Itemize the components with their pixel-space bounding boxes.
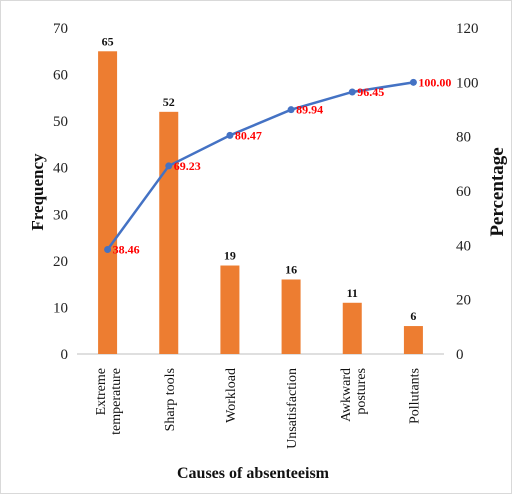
bar-value-label: 65 [102, 34, 114, 48]
category-label-line: Unsatisfaction [285, 368, 300, 449]
line-point [348, 88, 356, 96]
y2-tick-label: 20 [456, 293, 471, 309]
bar [403, 326, 423, 354]
y-tick-label: 10 [53, 300, 68, 316]
line-point [104, 246, 112, 254]
percentage-label: 100.00 [418, 75, 451, 89]
cumulative-line [106, 81, 414, 251]
category-label: Sharp tools [163, 368, 178, 431]
category-label-line: Workload [224, 368, 239, 423]
bar-value-label: 19 [224, 249, 236, 263]
percentage-label: 38.46 [113, 243, 140, 257]
category-label-line: Extreme [94, 368, 109, 415]
y2-tick-label: 40 [456, 238, 471, 254]
category-label-line: Pollutants [407, 368, 422, 424]
bar-value-label: 52 [163, 95, 175, 109]
category-label-line: temperature [109, 368, 124, 435]
y-tick-label: 30 [53, 207, 68, 223]
category-label: Pollutants [407, 368, 422, 424]
y-axis-title: Frequency [28, 153, 47, 231]
bar [281, 279, 301, 354]
line-point [226, 131, 234, 139]
y2-axis-title: Percentage [487, 147, 508, 236]
y-tick-label: 50 [53, 114, 68, 130]
y2-tick-label: 120 [456, 21, 479, 37]
y-tick-label: 60 [53, 68, 68, 84]
category-label: Workload [224, 368, 239, 423]
bar [342, 302, 362, 354]
y2-tick-label: 80 [456, 130, 471, 146]
category-label-line: Awkward [339, 368, 354, 422]
percentage-label: 69.23 [174, 159, 201, 173]
category-label: Extremetemperature [94, 368, 124, 435]
y2-tick-label: 100 [456, 75, 479, 91]
bar [159, 111, 179, 354]
y-tick-label: 70 [53, 21, 68, 37]
bar-value-label: 6 [410, 309, 416, 323]
category-label-line: Sharp tools [163, 368, 178, 431]
category-label: Unsatisfaction [285, 368, 300, 449]
line-point [287, 106, 295, 114]
bar-value-label: 16 [285, 262, 297, 276]
percentage-label: 80.47 [235, 128, 262, 142]
y-tick-label: 40 [53, 161, 68, 177]
y2-tick-label: 0 [456, 347, 464, 363]
x-axis-title: Causes of absenteeism [177, 465, 330, 482]
line-point [165, 162, 173, 170]
y-tick-label: 0 [61, 347, 69, 363]
line-point [409, 78, 417, 86]
y-tick-label: 20 [53, 254, 68, 270]
percentage-label: 89.94 [296, 103, 323, 117]
y2-tick-label: 60 [456, 184, 471, 200]
percentage-label: 96.45 [357, 85, 384, 99]
category-label-line: postures [354, 368, 369, 415]
bar-value-label: 11 [347, 286, 358, 300]
bar [220, 265, 240, 354]
category-label: Awkwardpostures [339, 368, 369, 422]
bar [98, 51, 118, 355]
